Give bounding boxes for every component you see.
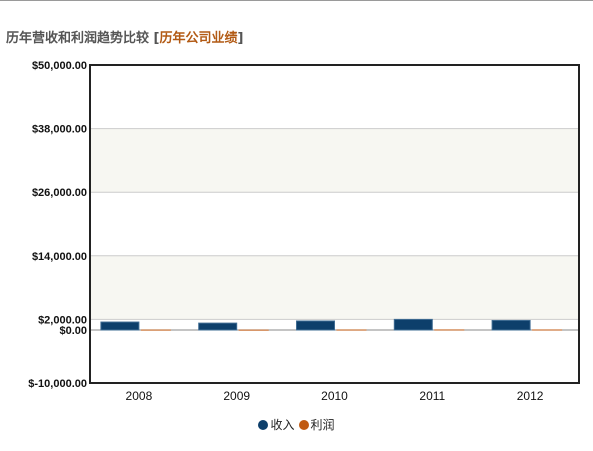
profit-bar[interactable] [434,329,465,331]
x-tick-label: 2010 [321,389,348,403]
y-tick-label: $26,000.00 [32,187,87,199]
y-tick-label: $-10,000.00 [28,378,87,390]
plot-background [90,65,579,383]
profit-swatch-icon [298,419,309,430]
bracket-close: ] [237,31,244,46]
chart-header: 历年营收和利润趋势比较 [历年公司业绩] [6,27,243,46]
legend-label-profit: 利润 [310,418,335,432]
y-tick-label: $38,000.00 [32,124,87,136]
plot-band [90,128,579,193]
y-tick-label: $2,000.00 [38,314,87,326]
y-tick-label: $14,000.00 [32,251,87,263]
company-performance-link[interactable]: 历年公司业绩 [159,31,238,46]
y-tick-label: $0.00 [59,325,87,337]
bracket-open: [ [153,31,160,46]
page-title: 历年营收和利润趋势比较 [6,31,150,46]
plot-border [89,64,580,384]
revenue-bar[interactable] [100,321,140,331]
revenue-bar[interactable] [393,318,433,331]
profit-bar[interactable] [238,329,269,331]
legend-item-revenue[interactable]: 收入 [258,416,295,433]
plot-band [90,255,579,320]
x-tick-label: 2011 [419,389,445,403]
x-tick-label: 2009 [223,389,250,403]
revenue-bar[interactable] [296,320,335,331]
top-border [0,0,593,1]
revenue-bar[interactable] [491,319,531,331]
chart-legend: 收入 利润 [0,416,593,433]
y-tick-label: $50,000.00 [32,60,87,72]
profit-bar[interactable] [532,329,563,331]
revenue-bar[interactable] [198,322,238,331]
profit-bar[interactable] [336,329,367,331]
profit-bar[interactable] [140,329,171,331]
x-tick-label: 2012 [517,389,544,403]
revenue-swatch-icon [258,419,269,430]
legend-item-profit[interactable]: 利润 [298,416,335,433]
legend-label-revenue: 收入 [270,418,295,432]
x-tick-label: 2008 [126,389,153,403]
